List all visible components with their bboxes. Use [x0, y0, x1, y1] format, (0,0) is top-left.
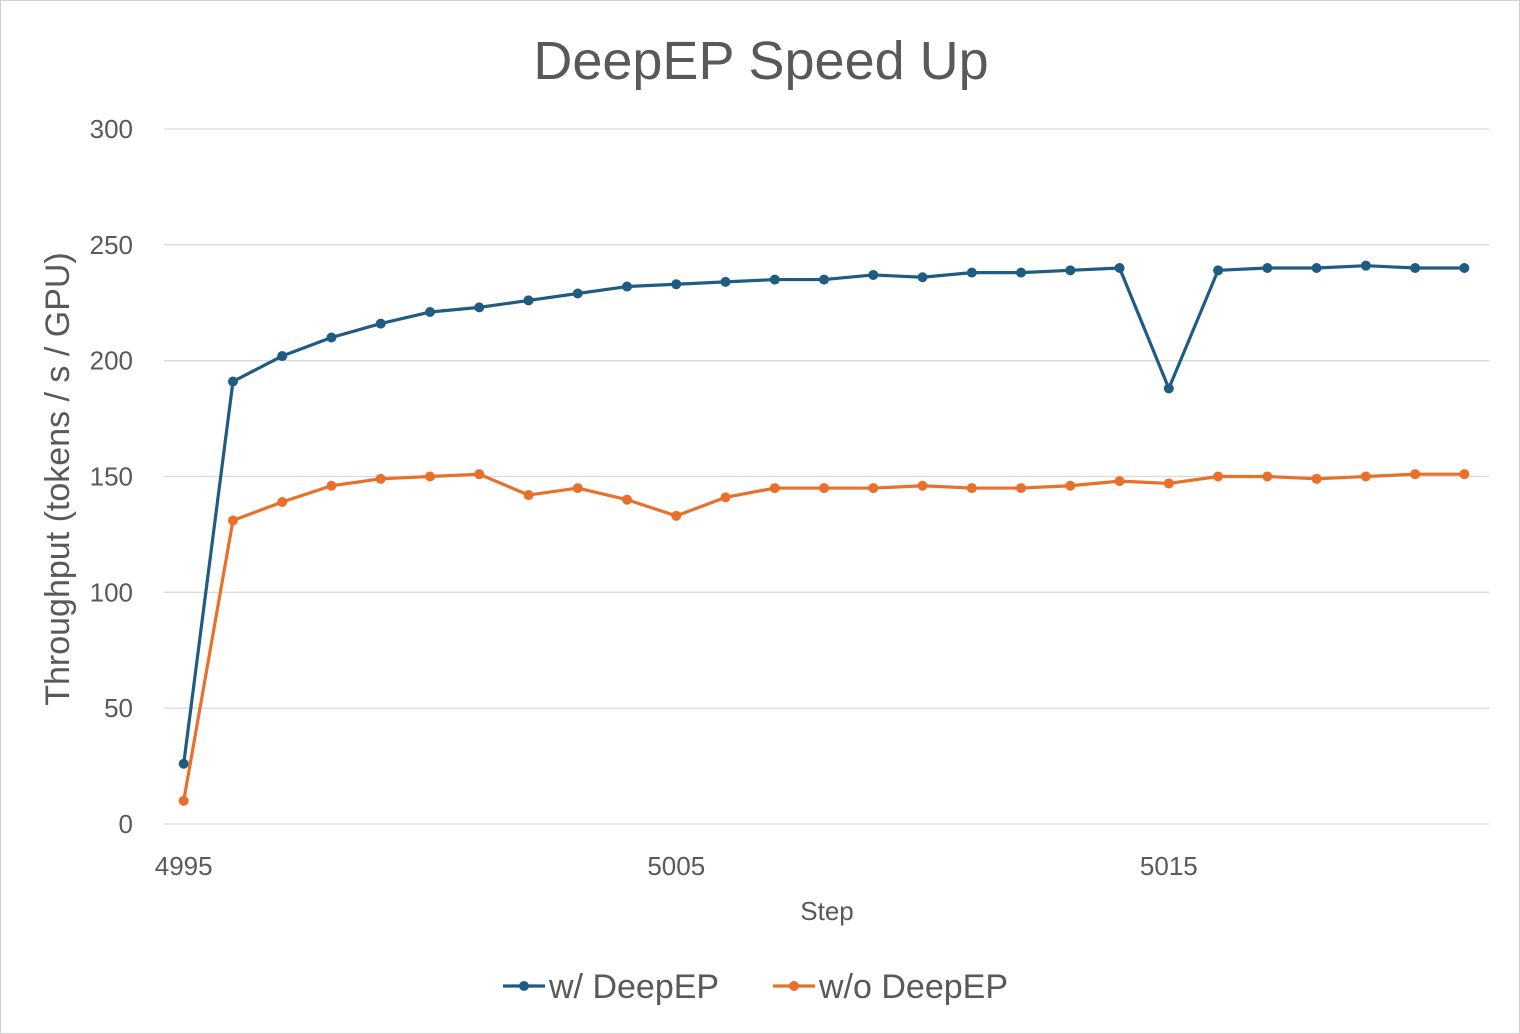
- data-point: [1163, 383, 1174, 394]
- y-tick-label: 200: [90, 346, 133, 376]
- data-point: [819, 274, 830, 285]
- data-point: [1114, 263, 1125, 273]
- data-point: [917, 480, 928, 491]
- data-point: [424, 307, 435, 318]
- data-point: [1163, 478, 1174, 489]
- data-point: [424, 471, 435, 482]
- data-point: [523, 295, 534, 306]
- data-point: [720, 276, 731, 287]
- y-tick-label: 100: [90, 577, 133, 607]
- series-line: [182, 472, 1465, 802]
- data-point: [178, 795, 189, 806]
- data-point: [326, 480, 337, 491]
- data-point: [622, 494, 633, 505]
- data-point: [917, 272, 928, 283]
- data-point: [1360, 471, 1371, 482]
- data-point: [1213, 471, 1224, 482]
- legend-marker: [519, 981, 529, 991]
- data-point: [1016, 267, 1027, 278]
- data-point: [868, 483, 879, 494]
- y-tick-label: 150: [90, 462, 133, 492]
- data-point: [523, 490, 534, 501]
- data-point: [1311, 263, 1322, 273]
- data-point: [1065, 480, 1076, 491]
- x-axis-ticks: 4995 5005 5015: [155, 851, 1198, 881]
- data-point: [572, 483, 583, 494]
- y-tick-label: 250: [90, 230, 133, 260]
- y-axis-ticks: 0 50 100 150 200 250 300: [90, 114, 133, 839]
- series-line: [182, 264, 1465, 764]
- y-tick-label: 50: [104, 693, 133, 723]
- series-1: [178, 260, 1470, 769]
- data-point: [1213, 265, 1224, 276]
- x-tick-label: 5005: [647, 851, 705, 881]
- y-tick-label: 0: [119, 809, 133, 839]
- data-point: [326, 332, 337, 343]
- data-point: [178, 758, 189, 769]
- data-point: [1360, 260, 1371, 271]
- data-point: [375, 473, 386, 484]
- data-point: [474, 469, 485, 480]
- x-tick-label: 4995: [155, 851, 213, 881]
- data-point: [966, 483, 977, 494]
- data-point: [1262, 471, 1273, 482]
- data-point: [1262, 263, 1273, 273]
- data-point: [819, 483, 830, 494]
- series-2: [178, 469, 1470, 806]
- data-point: [1410, 263, 1421, 273]
- y-axis-title: Throughput (tokens / s / GPU): [39, 252, 77, 706]
- legend-label: w/ DeepEP: [548, 968, 719, 1006]
- legend: w/ DeepEP w/o DeepEP: [503, 968, 1008, 1006]
- data-point: [277, 496, 288, 507]
- legend-item-1: w/ DeepEP: [503, 968, 719, 1006]
- x-axis-title: Step: [800, 896, 854, 926]
- data-point: [227, 376, 238, 387]
- series-layer: [178, 260, 1470, 806]
- data-point: [1459, 263, 1470, 273]
- data-point: [1410, 469, 1421, 480]
- data-point: [474, 302, 485, 313]
- data-point: [671, 510, 682, 521]
- data-point: [572, 288, 583, 299]
- chart-title: DeepEP Speed Up: [533, 31, 988, 91]
- data-point: [622, 281, 633, 292]
- data-point: [720, 492, 731, 503]
- data-point: [966, 267, 977, 278]
- data-point: [1016, 483, 1027, 494]
- legend-marker: [789, 981, 799, 991]
- data-point: [671, 279, 682, 290]
- data-point: [227, 515, 238, 526]
- data-point: [1065, 265, 1076, 276]
- data-point: [277, 351, 288, 362]
- x-tick-label: 5015: [1140, 851, 1198, 881]
- data-point: [769, 483, 780, 494]
- data-point: [1459, 469, 1470, 480]
- data-point: [1311, 473, 1322, 484]
- data-point: [868, 269, 879, 280]
- data-point: [1114, 476, 1125, 487]
- legend-label: w/o DeepEP: [818, 968, 1008, 1006]
- data-point: [375, 318, 386, 329]
- legend-item-2: w/o DeepEP: [773, 968, 1008, 1006]
- data-point: [769, 274, 780, 285]
- y-tick-label: 300: [90, 114, 133, 144]
